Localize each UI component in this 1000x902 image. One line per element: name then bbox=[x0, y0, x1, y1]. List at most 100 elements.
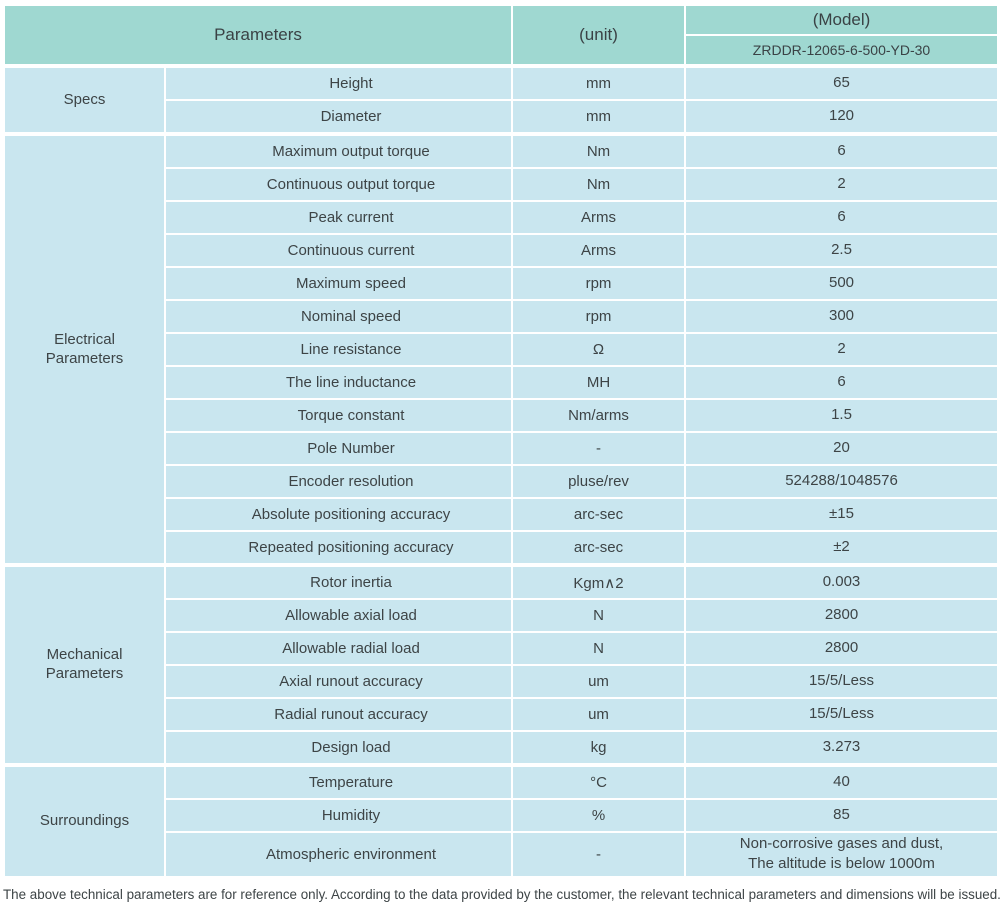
param-name: Design load bbox=[164, 730, 513, 766]
param-value: Non-corrosive gases and dust, The altitu… bbox=[684, 831, 999, 878]
param-unit: rpm bbox=[511, 266, 686, 301]
param-name: Radial runout accuracy bbox=[164, 697, 513, 732]
param-unit: Arms bbox=[511, 233, 686, 268]
param-name: Encoder resolution bbox=[164, 464, 513, 499]
table-row: Allowable axial load N 2800 bbox=[4, 598, 999, 633]
param-value: 20 bbox=[684, 431, 999, 466]
table-row: Continuous output torque Nm 2 bbox=[4, 167, 999, 202]
param-name: Repeated positioning accuracy bbox=[164, 530, 513, 566]
table-row: Torque constant Nm/arms 1.5 bbox=[4, 398, 999, 433]
param-name: Axial runout accuracy bbox=[164, 664, 513, 699]
table-row: Diameter mm 120 bbox=[4, 99, 999, 135]
param-unit: °C bbox=[511, 763, 686, 800]
param-unit: % bbox=[511, 798, 686, 833]
param-value: 120 bbox=[684, 99, 999, 135]
section-label-surroundings: Surroundings bbox=[3, 763, 166, 878]
param-value: 300 bbox=[684, 299, 999, 334]
param-unit: N bbox=[511, 598, 686, 633]
header-parameters: Parameters bbox=[3, 4, 513, 67]
param-value: 2 bbox=[684, 167, 999, 202]
table-row: Peak current Arms 6 bbox=[4, 200, 999, 235]
param-value: 65 bbox=[684, 64, 999, 101]
table-row: Electrical Parameters Maximum output tor… bbox=[3, 132, 999, 566]
param-unit: mm bbox=[511, 99, 686, 135]
param-name: Line resistance bbox=[164, 332, 513, 367]
header-model-number: ZRDDR-12065-6-500-YD-30 bbox=[684, 34, 999, 67]
param-name: Maximum output torque bbox=[164, 132, 513, 169]
param-unit: Kgm∧2 bbox=[511, 563, 686, 600]
param-unit: um bbox=[511, 664, 686, 699]
table-row: Axial runout accuracy um 15/5/Less bbox=[4, 664, 999, 699]
param-value: 6 bbox=[684, 132, 999, 169]
param-name: Continuous current bbox=[164, 233, 513, 268]
table-row: Specs Height mm 65 bbox=[3, 64, 999, 135]
param-unit: arc-sec bbox=[511, 497, 686, 532]
param-unit: - bbox=[511, 831, 686, 878]
param-value: 6 bbox=[684, 365, 999, 400]
param-name: Humidity bbox=[164, 798, 513, 833]
param-unit: rpm bbox=[511, 299, 686, 334]
table-row: Humidity % 85 bbox=[4, 798, 999, 833]
header-row-1: Parameters (unit) (Model) bbox=[3, 4, 999, 67]
param-name: Allowable radial load bbox=[164, 631, 513, 666]
table-row: Line resistance Ω 2 bbox=[4, 332, 999, 367]
param-unit: mm bbox=[511, 64, 686, 101]
param-unit: kg bbox=[511, 730, 686, 766]
param-value: 6 bbox=[684, 200, 999, 235]
param-unit: Nm bbox=[511, 167, 686, 202]
param-value: 85 bbox=[684, 798, 999, 833]
header-row-2: ZRDDR-12065-6-500-YD-30 bbox=[4, 34, 999, 67]
param-value: 2800 bbox=[684, 631, 999, 666]
section-label-specs: Specs bbox=[3, 64, 166, 135]
param-unit: pluse/rev bbox=[511, 464, 686, 499]
param-name: Allowable axial load bbox=[164, 598, 513, 633]
spec-sheet: Parameters (unit) (Model) ZRDDR-12065-6-… bbox=[3, 4, 1000, 902]
header-unit: (unit) bbox=[511, 4, 686, 67]
param-unit: arc-sec bbox=[511, 530, 686, 566]
table-row: Design load kg 3.273 bbox=[4, 730, 999, 766]
param-value: 0.003 bbox=[684, 563, 999, 600]
param-name: Pole Number bbox=[164, 431, 513, 466]
param-value: 1.5 bbox=[684, 398, 999, 433]
param-unit: - bbox=[511, 431, 686, 466]
param-value: ±15 bbox=[684, 497, 999, 532]
param-value: 524288/1048576 bbox=[684, 464, 999, 499]
table-row: Atmospheric environment - Non-corrosive … bbox=[4, 831, 999, 878]
table-row: Nominal speed rpm 300 bbox=[4, 299, 999, 334]
param-name: Peak current bbox=[164, 200, 513, 235]
table-row: Radial runout accuracy um 15/5/Less bbox=[4, 697, 999, 732]
param-unit: Ω bbox=[511, 332, 686, 367]
param-name: Height bbox=[164, 64, 513, 101]
param-value: 500 bbox=[684, 266, 999, 301]
table-row: Maximum speed rpm 500 bbox=[4, 266, 999, 301]
param-value: 3.273 bbox=[684, 730, 999, 766]
param-value: 2 bbox=[684, 332, 999, 367]
param-value: 15/5/Less bbox=[684, 664, 999, 699]
param-name: Continuous output torque bbox=[164, 167, 513, 202]
section-label-electrical: Electrical Parameters bbox=[3, 132, 166, 566]
param-value: 2.5 bbox=[684, 233, 999, 268]
param-value: 2800 bbox=[684, 598, 999, 633]
param-name: Rotor inertia bbox=[164, 563, 513, 600]
table-row: Encoder resolution pluse/rev 524288/1048… bbox=[4, 464, 999, 499]
table-row: Allowable radial load N 2800 bbox=[4, 631, 999, 666]
param-name: The line inductance bbox=[164, 365, 513, 400]
param-name: Atmospheric environment bbox=[164, 831, 513, 878]
spec-table: Parameters (unit) (Model) ZRDDR-12065-6-… bbox=[3, 4, 999, 878]
table-row: Surroundings Temperature °C 40 bbox=[3, 763, 999, 878]
header-model: (Model) bbox=[684, 4, 999, 36]
table-row: Absolute positioning accuracy arc-sec ±1… bbox=[4, 497, 999, 532]
param-value: 40 bbox=[684, 763, 999, 800]
table-row: Continuous current Arms 2.5 bbox=[4, 233, 999, 268]
table-row: The line inductance MH 6 bbox=[4, 365, 999, 400]
table-row: Mechanical Parameters Rotor inertia Kgm∧… bbox=[3, 563, 999, 766]
param-unit: Nm/arms bbox=[511, 398, 686, 433]
param-name: Torque constant bbox=[164, 398, 513, 433]
param-name: Diameter bbox=[164, 99, 513, 135]
param-unit: N bbox=[511, 631, 686, 666]
param-unit: um bbox=[511, 697, 686, 732]
param-unit: Arms bbox=[511, 200, 686, 235]
footnote: The above technical parameters are for r… bbox=[3, 886, 1000, 902]
param-unit: MH bbox=[511, 365, 686, 400]
param-name: Maximum speed bbox=[164, 266, 513, 301]
